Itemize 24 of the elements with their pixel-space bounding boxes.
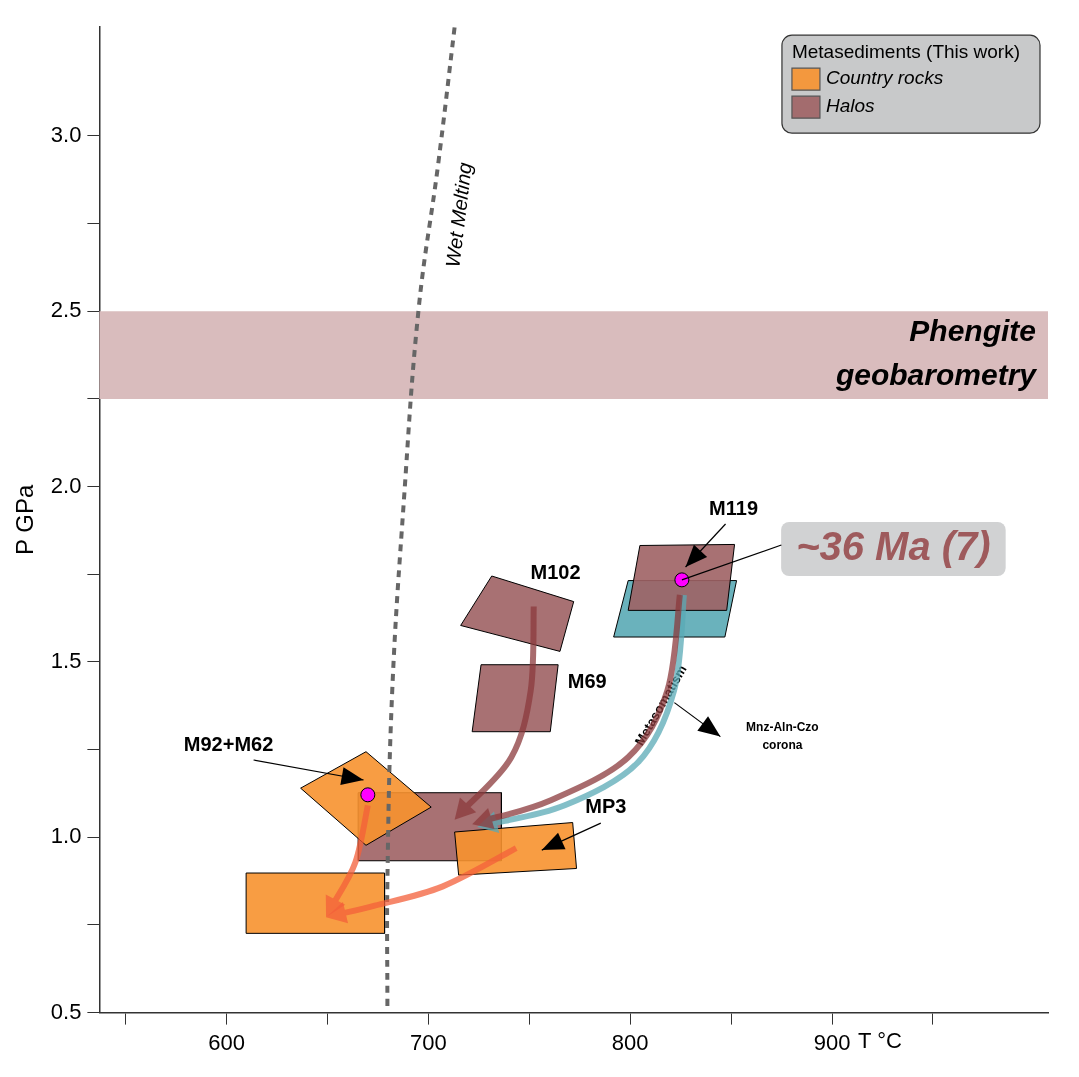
y-tick-label: 0.5 — [50, 998, 82, 1024]
annotation: M119 — [709, 496, 759, 519]
x-tick-label: 800 — [611, 1029, 649, 1055]
annotation: M102 — [530, 560, 581, 583]
annotation: M92+M62 — [183, 732, 274, 755]
x-tick-label: 900 — [813, 1029, 851, 1055]
annotation: Mnz-Aln-Czo corona — [746, 719, 819, 752]
x-tick-label: 600 — [208, 1029, 245, 1055]
legend-title: Metasediments (This work) — [791, 41, 1021, 63]
text: Wet Melting — [441, 161, 476, 269]
y-tick-label: 1.0 — [50, 823, 82, 849]
y-tick-label: 2.0 — [50, 472, 82, 498]
band-label: Phengite geobarometry — [834, 314, 1038, 392]
x-tick-label: 700 — [410, 1029, 447, 1055]
y-tick-label: 3.0 — [50, 121, 82, 147]
y-axis-title: P GPa — [11, 484, 39, 556]
annotation: ~36 Ma (7) — [796, 524, 991, 569]
legend-label: Halos — [825, 95, 876, 117]
legend-label: Country rocks — [825, 67, 944, 89]
y-tick-label: 1.5 — [50, 647, 82, 673]
x-axis-title: T °C — [858, 1027, 902, 1053]
y-tick-label: 2.5 — [50, 297, 82, 323]
annotation: MP3 — [585, 794, 627, 817]
annotation: M69 — [567, 670, 607, 693]
